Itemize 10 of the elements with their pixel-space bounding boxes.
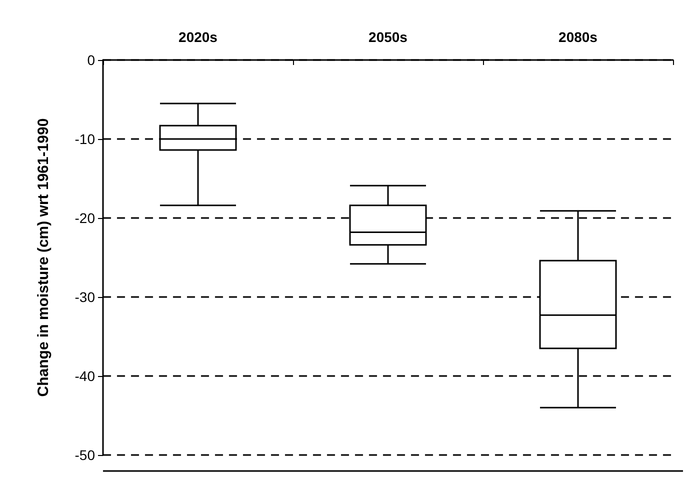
y-tick-label: -40 <box>74 368 96 384</box>
x-tick-label: 2050s <box>368 29 408 45</box>
y-tick-label: -20 <box>74 210 96 226</box>
x-tick-label: 2020s <box>178 29 218 45</box>
y-tick-label: -30 <box>74 289 96 305</box>
y-tick-label: 0 <box>87 52 96 68</box>
y-tick-label: -50 <box>74 447 96 463</box>
y-tick-label: -10 <box>74 131 96 147</box>
x-tick-label: 2080s <box>558 29 598 45</box>
y-axis-title: Change in moisture (cm) wrt 1961-1990 <box>35 118 52 397</box>
